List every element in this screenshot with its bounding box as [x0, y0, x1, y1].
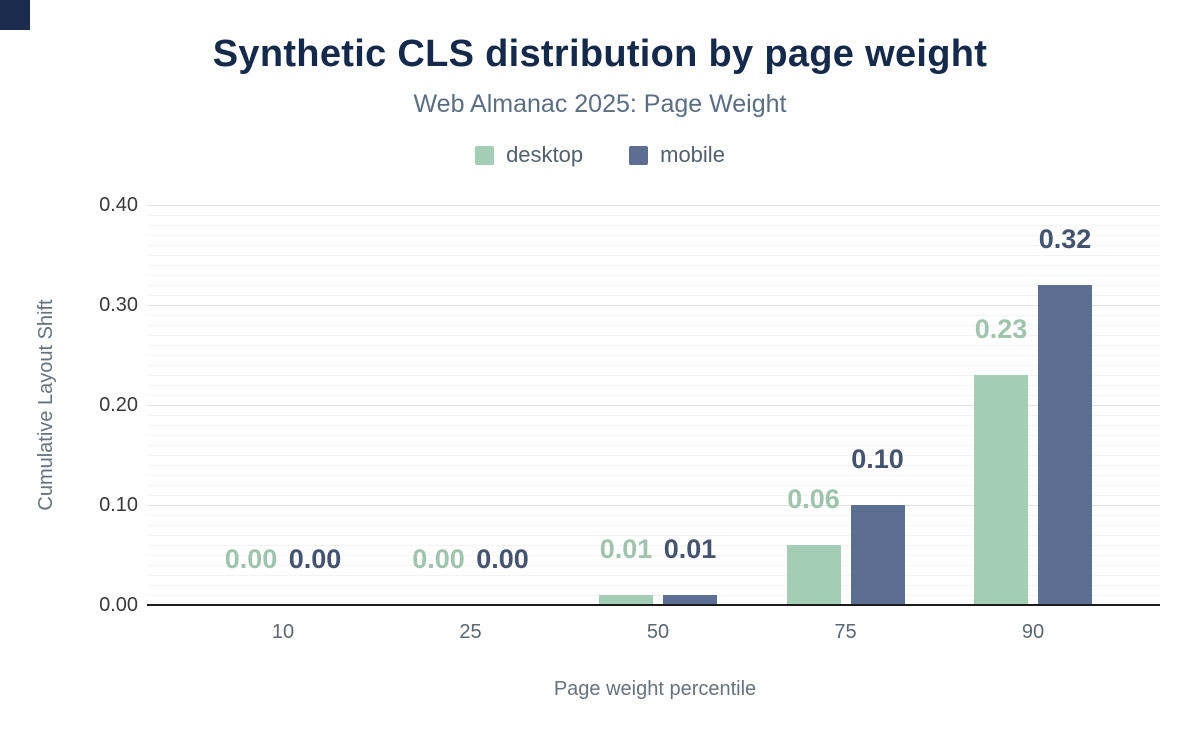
value-label-mobile-25: 0.00: [476, 544, 529, 574]
minor-gridline: [147, 345, 1160, 346]
minor-gridline: [147, 315, 1160, 316]
minor-gridline: [147, 235, 1160, 236]
chart-title: Synthetic CLS distribution by page weigh…: [212, 33, 988, 75]
y-tick-label: 0.10: [99, 494, 138, 516]
y-tick-label: 0.00: [99, 594, 138, 616]
bar-mobile-90: [1038, 285, 1092, 605]
value-label-desktop-50: 0.01: [599, 534, 653, 564]
value-label-mobile-10: 0.00: [288, 544, 342, 574]
y-tick-label: 0.40: [99, 194, 138, 216]
y-tick-label: 0.20: [99, 394, 138, 416]
value-label-desktop-10: 0.00: [224, 544, 278, 574]
minor-gridline: [147, 525, 1160, 526]
minor-gridline: [147, 335, 1160, 336]
minor-gridline: [147, 465, 1160, 466]
minor-gridline: [147, 425, 1160, 426]
minor-gridline: [147, 285, 1160, 286]
x-tick-label: 10: [271, 621, 295, 643]
bar-mobile-50: [663, 595, 717, 605]
minor-gridline: [147, 385, 1160, 386]
value-label-desktop-90: 0.23: [974, 314, 1028, 344]
bar-mobile-75: [850, 505, 905, 605]
bar-desktop-50: [599, 595, 653, 605]
minor-gridline: [147, 585, 1160, 586]
x-tick-label: 75: [834, 621, 857, 643]
bar-desktop-90: [974, 375, 1028, 605]
chart-subtitle: Web Almanac 2025: Page Weight: [413, 90, 787, 118]
bar-desktop-75: [786, 545, 841, 605]
value-label-mobile-50: 0.01: [663, 534, 717, 564]
minor-gridline: [147, 485, 1160, 486]
legend-label-mobile: mobile: [660, 142, 725, 167]
minor-gridline: [147, 565, 1160, 566]
legend: desktop mobile: [0, 142, 1200, 168]
minor-gridline: [147, 325, 1160, 326]
minor-gridline: [147, 295, 1160, 296]
value-label-desktop-75: 0.06: [787, 484, 840, 514]
minor-gridline: [147, 365, 1160, 366]
minor-gridline: [147, 245, 1160, 246]
minor-gridline: [147, 595, 1160, 596]
minor-gridline: [147, 555, 1160, 556]
minor-gridline: [147, 265, 1160, 266]
minor-gridline: [147, 375, 1160, 376]
legend-item-mobile[interactable]: mobile: [629, 142, 725, 168]
minor-gridline: [147, 545, 1160, 546]
major-gridline: [147, 505, 1160, 506]
minor-gridline: [147, 445, 1160, 446]
legend-swatch-desktop: [475, 145, 495, 165]
legend-item-desktop[interactable]: desktop: [475, 142, 583, 168]
minor-gridline: [147, 395, 1160, 396]
x-axis-title: Page weight percentile: [553, 678, 757, 700]
y-tick-label: 0.30: [99, 294, 138, 316]
major-gridline: [147, 305, 1160, 306]
value-label-mobile-75: 0.10: [851, 444, 904, 474]
minor-gridline: [147, 575, 1160, 576]
legend-swatch-mobile: [629, 145, 649, 165]
x-tick-label: 90: [1021, 621, 1045, 643]
minor-gridline: [147, 355, 1160, 356]
minor-gridline: [147, 495, 1160, 496]
value-label-mobile-90: 0.32: [1038, 224, 1092, 254]
minor-gridline: [147, 275, 1160, 276]
minor-gridline: [147, 455, 1160, 456]
minor-gridline: [147, 255, 1160, 256]
x-tick-label: 25: [459, 621, 482, 643]
major-gridline: [147, 405, 1160, 406]
corner-accent: [0, 0, 30, 30]
minor-gridline: [147, 215, 1160, 216]
x-axis-line: [147, 604, 1160, 606]
minor-gridline: [147, 515, 1160, 516]
legend-label-desktop: desktop: [506, 142, 584, 167]
minor-gridline: [147, 225, 1160, 226]
minor-gridline: [147, 435, 1160, 436]
minor-gridline: [147, 535, 1160, 536]
minor-gridline: [147, 475, 1160, 476]
x-tick-label: 50: [646, 621, 670, 643]
minor-gridline: [147, 415, 1160, 416]
major-gridline: [147, 205, 1160, 206]
value-label-desktop-25: 0.00: [412, 544, 465, 574]
